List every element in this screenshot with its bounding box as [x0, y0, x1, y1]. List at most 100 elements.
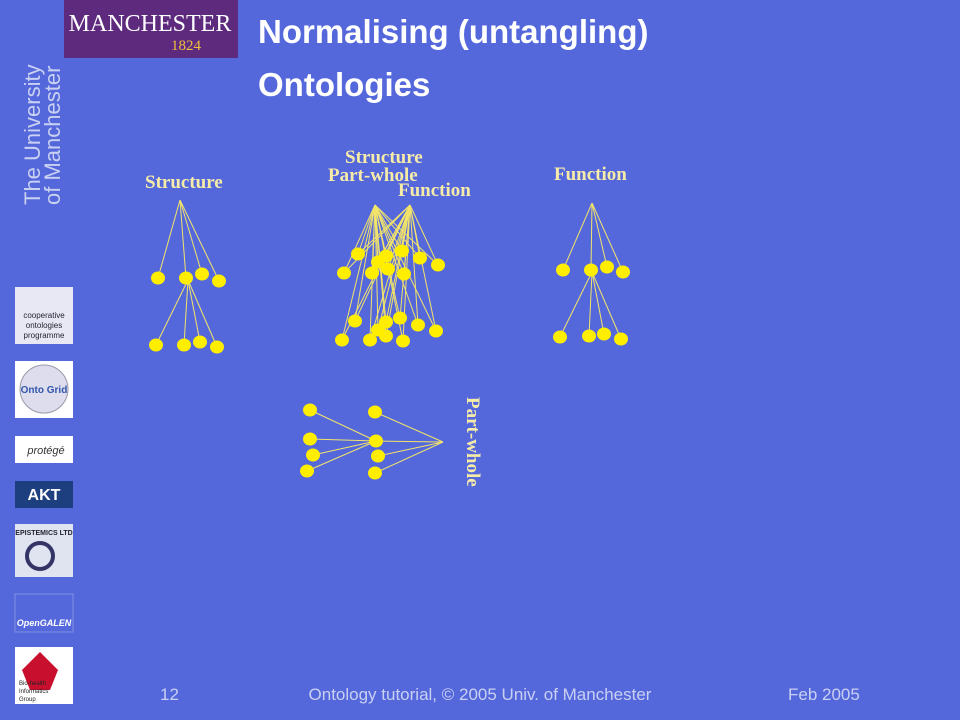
- tree-node: [365, 266, 379, 280]
- tree-edge: [409, 204, 437, 332]
- tree-node: [371, 449, 385, 463]
- tree-edge: [179, 199, 203, 275]
- logo-shape: [22, 652, 58, 690]
- label: Structure: [145, 172, 223, 193]
- university-text: of Manchester: [40, 66, 65, 205]
- university-text: The University: [20, 64, 45, 205]
- label: Function: [554, 164, 627, 185]
- tree-edge: [309, 409, 377, 442]
- trees: [149, 199, 630, 480]
- tree-edge: [341, 204, 376, 341]
- globe: [19, 364, 69, 414]
- tree-edge: [377, 441, 444, 457]
- tree-node: [151, 271, 165, 285]
- tree-edge: [187, 279, 201, 343]
- tree-node: [371, 323, 385, 337]
- tree-edge: [591, 202, 624, 273]
- tree-node: [381, 262, 395, 276]
- tree-node: [395, 244, 409, 258]
- tree-node: [177, 338, 191, 352]
- label: Part-whole: [328, 165, 418, 186]
- tree-node: [348, 314, 362, 328]
- tree-edge: [562, 202, 593, 271]
- tree-edge: [179, 199, 220, 282]
- codde-logo: [15, 287, 73, 344]
- tree-edge: [591, 271, 605, 335]
- logo-text: programme: [24, 331, 65, 340]
- tree-edge: [375, 440, 444, 443]
- footer-date: Feb 2005: [788, 685, 860, 704]
- tree-edge: [399, 204, 411, 319]
- tree-edge: [385, 204, 411, 337]
- tree-node: [429, 324, 443, 338]
- tree-edge: [409, 204, 439, 266]
- tree-node: [553, 330, 567, 344]
- logo-text: Bio-health: [19, 681, 46, 687]
- tree-edge: [559, 271, 593, 338]
- protege-logo: [15, 436, 73, 463]
- page-number: 12: [160, 685, 179, 704]
- tree-node: [371, 255, 385, 269]
- tree-node: [396, 334, 410, 348]
- tree-node: [393, 311, 407, 325]
- tree-edge: [155, 279, 189, 346]
- tree-node: [368, 466, 382, 480]
- tree-node: [614, 332, 628, 346]
- manchester-logo: [64, 0, 238, 58]
- tree-edge: [374, 411, 444, 443]
- tree-node: [600, 260, 614, 274]
- tree-node: [368, 405, 382, 419]
- tree-node: [195, 267, 209, 281]
- logos: cooperative ontologies programme Onto Gr…: [14, 287, 74, 704]
- tree-node: [303, 432, 317, 446]
- label: Function: [398, 180, 471, 201]
- tree-edge: [590, 202, 593, 271]
- tree-edge: [187, 279, 218, 348]
- tree-edge: [157, 199, 181, 279]
- logo-text: cooperative: [23, 311, 65, 320]
- logo-text: Group: [19, 697, 36, 703]
- logo-text: AKT: [28, 487, 61, 504]
- logo-text: EPISTEMICS LTD: [15, 530, 72, 537]
- tree-node: [193, 335, 207, 349]
- tree-edge: [409, 204, 419, 326]
- tree-node: [397, 267, 411, 281]
- tree-node: [335, 333, 349, 347]
- tree-node: [597, 327, 611, 341]
- tree-edge: [306, 440, 377, 472]
- label: Structure: [345, 147, 423, 168]
- logo-ring: [25, 541, 55, 571]
- tree-node: [431, 258, 445, 272]
- tree-node: [413, 251, 427, 265]
- tree-node: [363, 333, 377, 347]
- logo-name: MANCHESTER: [69, 11, 232, 37]
- tree-edge: [183, 279, 189, 346]
- tree-edge: [374, 204, 439, 266]
- logo-text: Onto Grid: [21, 385, 68, 396]
- tree-node: [210, 340, 224, 354]
- tree-node: [337, 266, 351, 280]
- tree-node: [616, 265, 630, 279]
- tree-edge: [312, 440, 377, 456]
- tree-edge: [357, 204, 376, 255]
- tree-node: [306, 448, 320, 462]
- tree-node: [556, 263, 570, 277]
- tree-edge: [374, 204, 403, 252]
- tree-edge: [354, 204, 376, 322]
- tree-edge: [588, 271, 593, 337]
- tree-node: [369, 434, 383, 448]
- title: Normalising (untangling): [258, 13, 648, 50]
- opengalen-logo: [14, 593, 74, 633]
- tree-node: [300, 464, 314, 478]
- tree-node: [351, 247, 365, 261]
- tree-edge: [374, 204, 387, 337]
- tree-edge: [374, 204, 419, 326]
- logo-year: 1824: [171, 38, 202, 54]
- tree-edge: [374, 441, 444, 474]
- tree-node: [179, 271, 193, 285]
- logo-text: protégé: [26, 445, 64, 457]
- tree-edge: [343, 204, 376, 274]
- akt-logo: [15, 481, 73, 508]
- tree-node: [584, 263, 598, 277]
